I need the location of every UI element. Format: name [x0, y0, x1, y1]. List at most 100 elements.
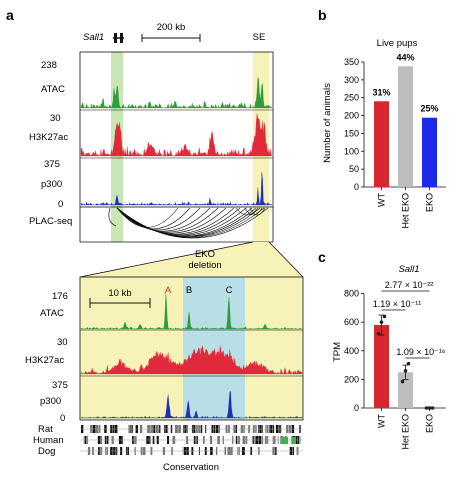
deletion-region	[183, 277, 245, 420]
chart-b-bar-label: 44%	[396, 52, 414, 62]
scale-label-top: 200 kb	[157, 22, 186, 33]
chart-c-ytick-label: 600	[344, 317, 359, 327]
chart-c-ytick-label: 200	[344, 374, 359, 384]
peak-label-b: B	[186, 285, 192, 296]
chart-c-point	[430, 406, 435, 410]
chart-b-ytick-label: 100	[344, 146, 359, 156]
chart-c-category-label: EKO	[425, 414, 435, 433]
chart-b-ylabel: Number of animals	[322, 83, 333, 163]
chart-c-point	[403, 369, 408, 373]
chart-b-bar-label: 31%	[372, 87, 390, 97]
zoom-signal-tracks	[80, 292, 303, 419]
plac-short-arc-2	[235, 207, 259, 216]
zoom-h3k27ac-max: 30	[57, 337, 68, 348]
scale-bar-top	[141, 34, 201, 42]
top-h3k27ac-label: H3K27ac	[29, 132, 68, 143]
zoom-p300-label: p300	[40, 396, 61, 407]
chart-c-pvalue: 1.19 × 10⁻¹¹	[373, 299, 422, 309]
top-atac-label: ATAC	[41, 84, 65, 95]
top-h3k27ac-signal	[80, 113, 273, 157]
plac-seq-label: PLAC-seq	[29, 216, 72, 227]
plac-arc-1	[116, 207, 191, 230]
species-dog: Dog	[38, 446, 55, 457]
chart-b-category-label: EKO	[425, 193, 435, 212]
chart-c-category-label: Het EKO	[401, 414, 411, 450]
top-atac-max: 238	[41, 60, 57, 71]
zoom-h3k27ac-signal	[80, 345, 303, 375]
chart-b-ytick-label: 50	[349, 164, 359, 174]
species-rat: Rat	[38, 424, 53, 435]
chart-c-ytick-label: 400	[344, 346, 359, 356]
top-track-frame	[79, 51, 274, 208]
chart-b-title: Live pups	[377, 38, 418, 49]
chart-c-ytick-label: 0	[354, 403, 359, 413]
chart-c-ytick-label: 800	[344, 289, 359, 299]
species-human: Human	[33, 435, 64, 446]
chart-c-bar-WT	[374, 325, 389, 408]
zoom-track-frame	[79, 276, 304, 421]
se-label: SE	[253, 32, 266, 43]
top-p300-min: 0	[58, 199, 63, 210]
chart-b-category-label: Het EKO	[401, 193, 411, 229]
chart-b-ytick-label: 350	[344, 57, 359, 67]
conservation-label: Conservation	[163, 462, 219, 473]
plac-arc-13	[116, 207, 269, 239]
plac-short-arc-1	[249, 207, 266, 216]
zoom-atac-signal	[80, 292, 303, 330]
chart-c-point	[382, 314, 387, 319]
top-signal-tracks	[80, 77, 273, 206]
zoom-h3k27ac-label: H3K27ac	[25, 355, 64, 366]
chart-b-ytick-label: 150	[344, 128, 359, 138]
locus-label: Sall1	[83, 32, 104, 43]
chart-c-point	[406, 361, 411, 366]
top-atac-signal	[80, 77, 273, 109]
top-p300-label: p300	[41, 179, 62, 190]
plac-local-arc	[108, 207, 117, 227]
chart-c-title: Sall1	[398, 264, 419, 275]
zoom-p300-signal	[80, 391, 303, 419]
top-p300-signal	[80, 171, 273, 206]
conservation-green-mark	[292, 437, 296, 444]
chart-b-bar-label: 25%	[420, 104, 438, 114]
peak-label-c: C	[226, 285, 233, 296]
conservation-green-mark	[281, 437, 288, 444]
chart-b-bar-WT	[374, 101, 389, 187]
chart-b-ytick-label: 300	[344, 75, 359, 85]
chart-c-pvalue: 2.77 × 10⁻²²	[385, 280, 434, 290]
plac-seq-arcs	[108, 207, 269, 239]
peak-label-a: A	[165, 285, 172, 296]
chart-c-ylabel: TPM	[332, 342, 343, 362]
plac-short-arc-0	[244, 207, 263, 216]
conservation-track	[80, 422, 303, 458]
chart-c-category-label: WT	[377, 414, 387, 428]
plac-arc-0	[116, 207, 179, 228]
chart-b: 0 50 100 150 200 250 300 350 31% WT 44% Het EKO 25% E…	[344, 52, 446, 229]
chart-b-bar-EKO	[422, 117, 437, 187]
zoom-p300-max: 375	[52, 380, 68, 391]
sall1-gene-icon	[113, 33, 124, 43]
eko-title-line1: EKO	[195, 249, 215, 260]
zoom-connector	[80, 242, 303, 277]
chart-b-ytick-label: 250	[344, 93, 359, 103]
chart-b-category-label: WT	[377, 193, 387, 207]
zoom-p300-min: 0	[60, 413, 65, 424]
chart-c: 0 200 400 600 800 WT Het EKO EKO 2.77 × 10⁻²² 1.1…	[344, 280, 446, 450]
chart-c-point	[400, 379, 405, 384]
panel-a-letter: a	[6, 7, 14, 23]
scale-bar-zoom	[89, 298, 151, 308]
panel-c-letter: c	[318, 249, 326, 265]
top-h3k27ac-max: 30	[50, 113, 61, 124]
eko-title-line2: deletion	[188, 260, 221, 271]
chart-b-ytick-label: 200	[344, 111, 359, 121]
chart-b-bar-Het EKO	[398, 66, 413, 187]
chart-c-point	[379, 320, 384, 324]
panel-b-letter: b	[318, 7, 327, 23]
chart-c-point	[424, 406, 429, 410]
scale-label-zoom: 10 kb	[108, 288, 131, 299]
zoom-atac-label: ATAC	[40, 308, 64, 319]
zoom-atac-max: 176	[52, 291, 68, 302]
chart-c-pvalue: 1.09 × 10⁻¹⁶	[396, 347, 446, 357]
top-p300-max: 375	[44, 159, 60, 170]
chart-c-point	[376, 331, 381, 336]
